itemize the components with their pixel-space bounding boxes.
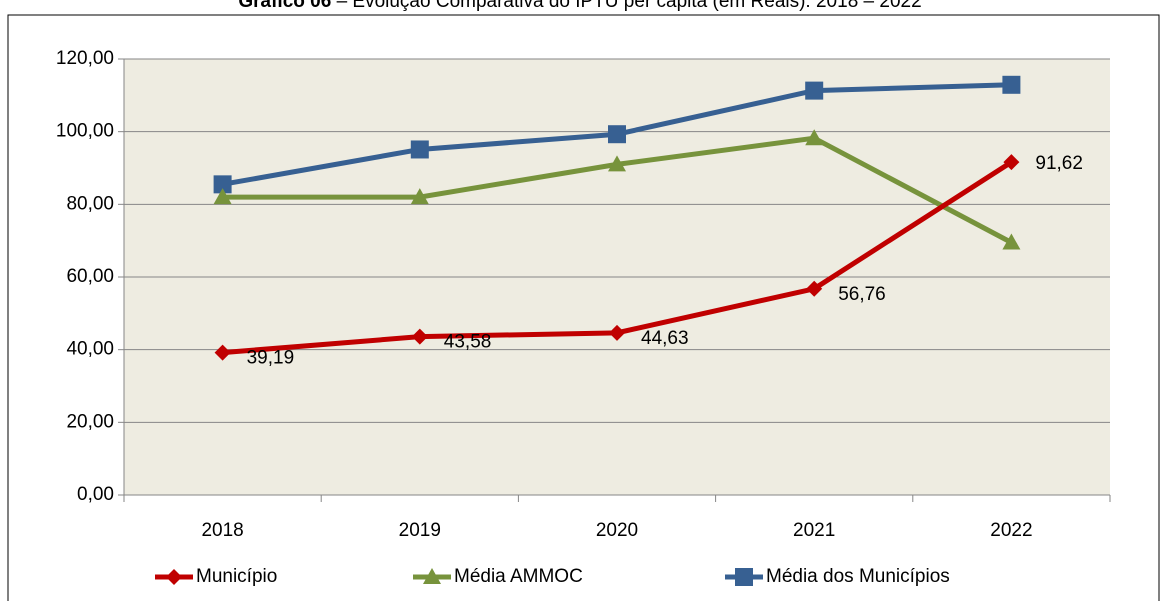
legend-label: Média dos Municípios [766,566,950,587]
marker [410,188,429,205]
x-tick-label: 2020 [596,520,638,541]
y-tick-label: 60,00 [66,266,114,287]
legend-marker [735,568,753,586]
x-tick-label: 2018 [201,520,243,541]
y-tick-label: 100,00 [56,121,114,142]
data-label: 56,76 [838,284,886,305]
legend-marker [423,568,441,584]
series [213,129,1021,250]
marker [805,129,824,146]
marker [411,328,428,345]
legend-label: Média AMMOC [454,566,583,587]
marker [609,324,625,341]
series [213,75,1021,194]
marker [608,125,626,144]
chart-title-group: Gráfico 06 – Evolução Comparativa do IPT… [238,0,921,12]
marker [213,175,232,194]
marker [1002,233,1021,250]
marker [805,81,824,100]
legend-marker [166,569,182,585]
data-label: 39,19 [247,348,295,369]
marker [213,188,232,205]
x-tick-label: 2022 [990,520,1032,541]
legend-label: Município [196,566,277,587]
marker [1002,75,1021,94]
y-tick-label: 0,00 [77,484,114,505]
x-tick-label: 2021 [793,520,835,541]
y-tick-label: 120,00 [56,48,114,69]
marker [214,344,231,361]
y-tick-label: 80,00 [66,193,114,214]
marker [410,140,429,159]
data-label: 44,63 [641,328,689,349]
y-tick-label: 20,00 [66,411,114,432]
data-label: 43,58 [444,332,492,353]
data-label: 91,62 [1035,153,1083,174]
marker [608,155,626,172]
marker [806,280,823,297]
series [214,154,1020,361]
chart-title-label: Gráfico 06 [238,0,331,12]
x-tick-label: 2019 [399,520,441,541]
marker [1003,154,1020,171]
y-tick-label: 40,00 [66,339,114,360]
chart-title: – Evolução Comparativa do IPTU per capit… [337,0,922,12]
